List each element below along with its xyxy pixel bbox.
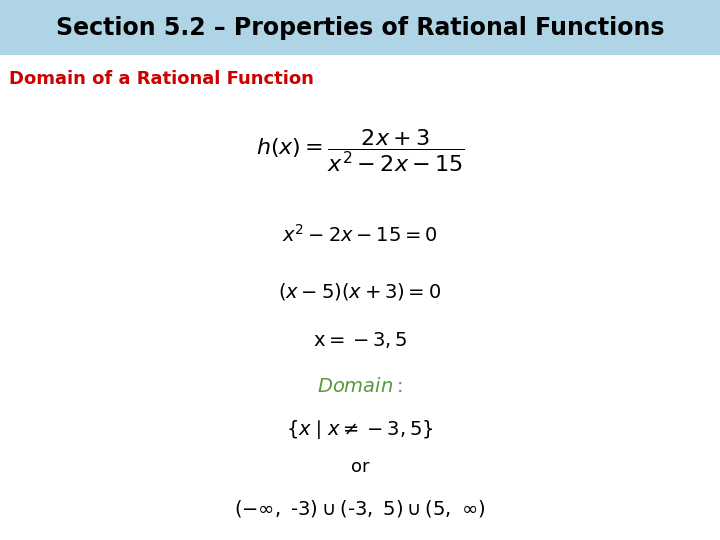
Text: Domain of a Rational Function: Domain of a Rational Function [9,70,313,89]
Text: $(x - 5)(x + 3) = 0$: $(x - 5)(x + 3) = 0$ [279,281,441,302]
Text: $\mathit{Domain:}$: $\mathit{Domain:}$ [317,376,403,396]
Text: $(-\infty,\ \text{-}3) \cup (\text{-}3,\ 5) \cup (5,\ \infty)$: $(-\infty,\ \text{-}3) \cup (\text{-}3,\… [235,498,485,519]
Text: $\mathrm{or}$: $\mathrm{or}$ [350,458,370,476]
Text: $h(x) = \dfrac{2x + 3}{x^2 - 2x - 15}$: $h(x) = \dfrac{2x + 3}{x^2 - 2x - 15}$ [256,128,464,174]
Text: $\{x \mid x \neq -3, 5\}$: $\{x \mid x \neq -3, 5\}$ [287,418,433,441]
Bar [0,0,720,55]
Text: Section 5.2 – Properties of Rational Functions: Section 5.2 – Properties of Rational Fun… [55,16,665,39]
Text: $x^2 - 2x - 15 = 0$: $x^2 - 2x - 15 = 0$ [282,224,438,246]
Text: $\mathrm{x} = -3, 5$: $\mathrm{x} = -3, 5$ [312,330,408,350]
